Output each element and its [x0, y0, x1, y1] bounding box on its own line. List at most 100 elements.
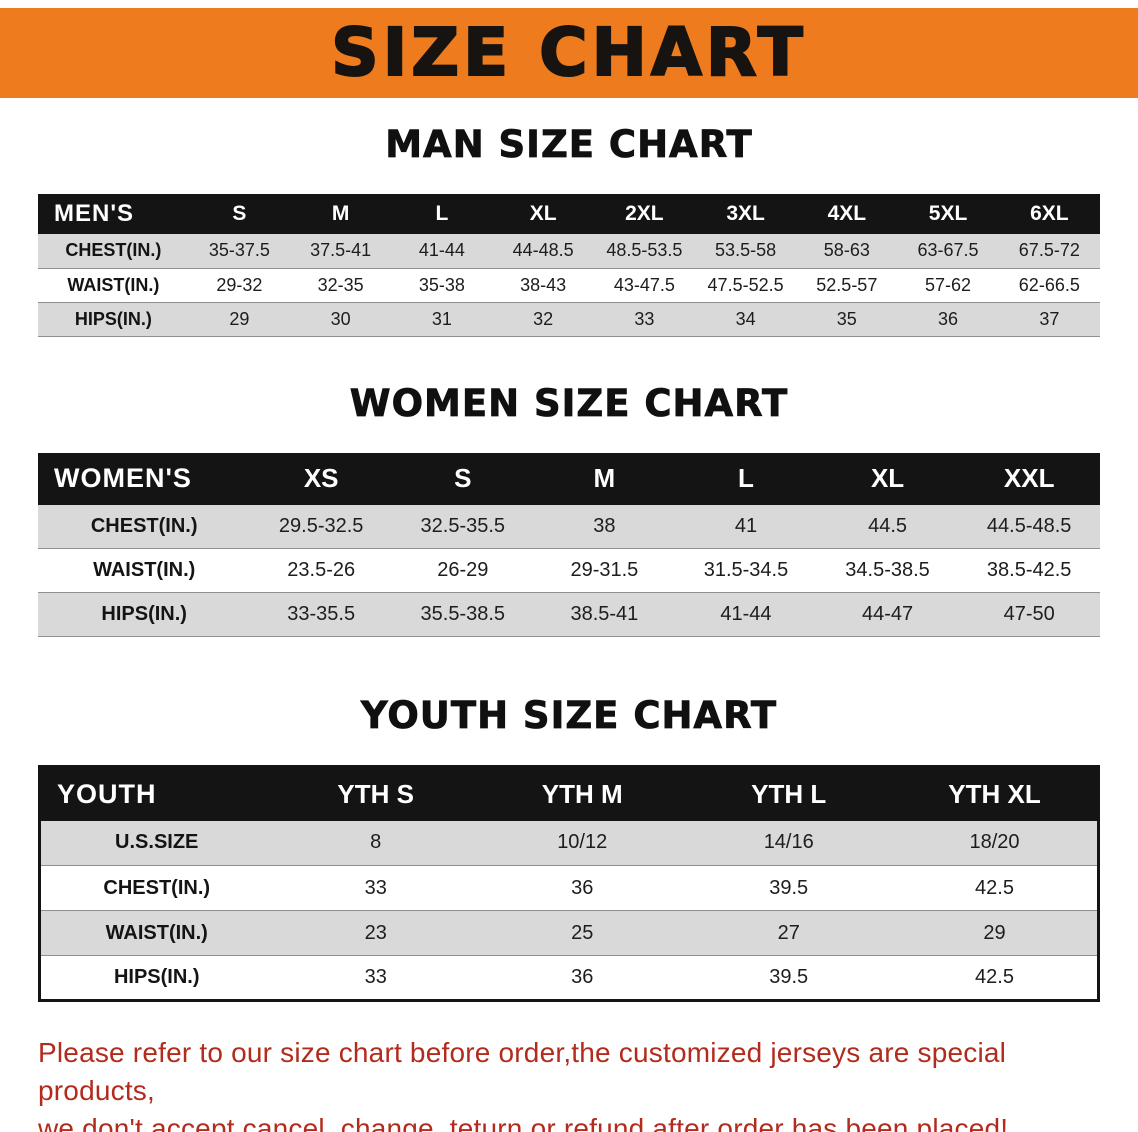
table-cell: 58-63: [823, 240, 870, 261]
column-header: 6XL: [1030, 202, 1069, 225]
column-header: YTH L: [751, 778, 827, 809]
women-section-heading: WOMEN SIZE CHART: [349, 381, 789, 425]
table-cell: 47-50: [1003, 603, 1055, 625]
table-row: CHEST(IN.) 35-37.5 37.5-41 41-44 44-48.5 48.5…: [38, 234, 1100, 268]
table-cell: 38: [593, 514, 616, 537]
table-cell: 38-43: [520, 274, 567, 295]
table-cell: 36: [571, 966, 594, 988]
table-cell: 57-62: [925, 274, 972, 295]
row-label: HIPS(IN.): [113, 966, 200, 988]
men-size-section: MAN SIZE CHART MEN'S S M L XL 2XL 3XL 4XL 5XL 6XL…: [0, 122, 1138, 337]
table-row: CHEST(IN.) 29.5-32.5 32.5-35.5 38 41 44.5 44.5…: [38, 504, 1100, 549]
table-cell: 53.5-58: [715, 240, 777, 261]
table-cell: 29-31.5: [570, 559, 639, 581]
table-cell: 34.5-38.5: [845, 559, 930, 581]
column-header: 4XL: [827, 202, 867, 225]
table-row: WAIST(IN.) 29-32 32-35 35-38 38-43 43-47.5 47.…: [38, 268, 1100, 302]
table-cell: 23: [364, 921, 387, 944]
women-size-section: WOMEN SIZE CHART WOMEN'S XS S M L XL XXL CHEST(…: [0, 381, 1138, 638]
column-header: XL: [870, 463, 905, 493]
table-cell: 18/20: [969, 831, 1020, 854]
table-cell: 39.5: [769, 966, 809, 988]
table-cell: 63-67.5: [917, 240, 979, 261]
table-row: WAIST(IN.) 23.5-26 26-29 29-31.5 31.5-34.5 34…: [38, 548, 1100, 593]
table-cell: 38.5-41: [570, 603, 639, 625]
women-size-table: WOMEN'S XS S M L XL XXL CHEST(IN.) 29.5-32.5 32.5…: [38, 452, 1100, 638]
table-cell: 33: [364, 966, 387, 988]
table-cell: 36: [938, 308, 959, 329]
table-cell: 41: [734, 514, 758, 537]
table-cell: 35-37.5: [208, 240, 270, 261]
row-label: CHEST(IN.): [65, 240, 162, 261]
table-cell: 43-47.5: [613, 274, 675, 295]
disclaimer-line-1: Please refer to our size chart before or…: [38, 1037, 1007, 1106]
table-cell: 38.5-42.5: [986, 559, 1072, 581]
disclaimer-line-2: we don't accept cancel, change, teturn o…: [38, 1113, 1009, 1132]
table-row: U.S.SIZE 8 10/12 14/16 18/20: [39, 820, 1099, 866]
table-cell: 42.5: [975, 876, 1014, 899]
column-header: L: [738, 463, 754, 493]
table-cell: 8: [370, 831, 382, 854]
table-cell: 29-32: [216, 274, 263, 295]
table-cell: 52.5-57: [816, 274, 878, 295]
table-cell: 44-47: [861, 603, 914, 625]
table-cell: 42.5: [975, 966, 1014, 988]
table-cell: 33: [634, 308, 655, 329]
row-label: WAIST(IN.): [93, 559, 196, 581]
table-header-row: MEN'S S M L XL 2XL 3XL 4XL 5XL 6XL: [38, 194, 1100, 234]
table-cell: 32.5-35.5: [420, 514, 506, 537]
column-header: 2XL: [625, 202, 664, 225]
table-cell: 41-44: [418, 240, 465, 261]
table-cell: 35-38: [418, 274, 465, 295]
youth-section-heading: YOUTH SIZE CHART: [360, 694, 778, 738]
row-label: WAIST(IN.): [67, 274, 160, 295]
table-cell: 25: [571, 921, 594, 944]
table-cell: 37.5-41: [310, 240, 372, 261]
table-row: HIPS(IN.) 33-35.5 35.5-38.5 38.5-41 41-44 44-…: [38, 592, 1100, 637]
row-label: HIPS(IN.): [74, 308, 152, 329]
table-cell: 31: [431, 308, 452, 329]
row-label: CHEST(IN.): [90, 514, 198, 537]
table-cell: 27: [777, 921, 800, 944]
table-row: HIPS(IN.) 33 36 39.5 42.5: [39, 955, 1099, 1001]
table-cell: 30: [330, 308, 351, 329]
column-header: YTH S: [337, 778, 414, 809]
table-cell: 44.5-48.5: [986, 514, 1072, 537]
youth-size-table: YOUTH YTH S YTH M YTH L YTH XL U.S.SIZE 8 10/12…: [38, 765, 1100, 1002]
column-header: S: [232, 202, 247, 225]
column-header: 5XL: [928, 202, 968, 225]
table-cell: 23.5-26: [287, 559, 356, 581]
table-cell: 36: [571, 876, 594, 899]
column-header: M: [593, 463, 616, 493]
column-header: XXL: [1003, 463, 1055, 493]
table-cell: 29.5-32.5: [278, 514, 364, 537]
table-cell: 32-35: [317, 274, 364, 295]
table-row: HIPS(IN.) 29 30 31 32 33 34 35 36 37: [38, 302, 1100, 336]
youth-size-section: YOUTH SIZE CHART YOUTH YTH S YTH M YTH L YTH…: [0, 693, 1138, 1002]
disclaimer: Please refer to our size chart before or…: [38, 1034, 1100, 1132]
table-cell: 41-44: [720, 603, 772, 625]
banner-title: SIZE CHART: [330, 14, 807, 91]
table-cell: 31.5-34.5: [703, 559, 789, 581]
women-size-table-container: WOMEN'S XS S M L XL XXL CHEST(IN.) 29.5-32.5 32.5…: [38, 452, 1100, 638]
table-cell: 14/16: [763, 831, 814, 854]
table-cell: 10/12: [557, 831, 608, 854]
men-size-table-container: MEN'S S M L XL 2XL 3XL 4XL 5XL 6XL CHEST(IN.) 35-37…: [38, 194, 1100, 337]
row-label: U.S.SIZE: [115, 831, 199, 854]
table-cell: 34: [735, 308, 756, 329]
row-label: HIPS(IN.): [101, 603, 187, 625]
table-cell: 35: [836, 308, 857, 329]
table-header-row: YOUTH YTH S YTH M YTH L YTH XL: [39, 766, 1099, 821]
table-corner-label: YOUTH: [57, 778, 157, 809]
row-label: CHEST(IN.): [103, 876, 211, 899]
column-header: L: [435, 202, 449, 225]
table-cell: 26-29: [437, 559, 489, 581]
table-row: WAIST(IN.) 23 25 27 29: [39, 910, 1099, 956]
men-size-table: MEN'S S M L XL 2XL 3XL 4XL 5XL 6XL CHEST(IN.) 35-37…: [38, 194, 1100, 337]
column-header: XL: [529, 202, 557, 225]
youth-size-table-container: YOUTH YTH S YTH M YTH L YTH XL U.S.SIZE 8 10/12…: [38, 765, 1100, 1002]
table-cell: 33: [364, 876, 387, 899]
table-cell: 62-66.5: [1018, 274, 1080, 295]
table-cell: 37: [1039, 308, 1060, 329]
